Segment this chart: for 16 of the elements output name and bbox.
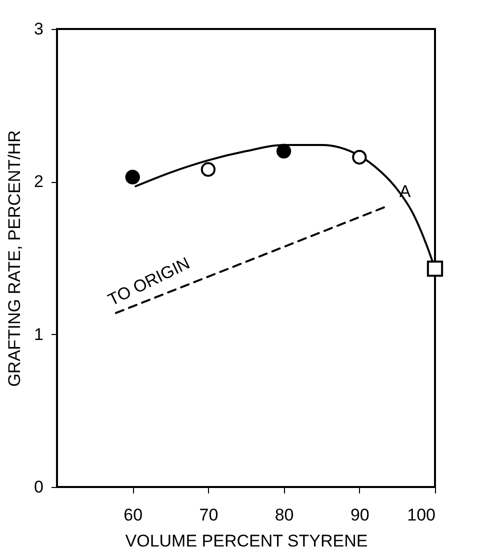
x-tick-label: 80: [274, 506, 294, 524]
y-axis-title: GRAFTING RATE, PERCENT/HR: [5, 130, 24, 387]
y-tick-label: 2: [34, 172, 44, 192]
x-axis-title: VOLUME PERCENT STYRENE: [125, 532, 368, 550]
x-tick-label: 90: [350, 506, 370, 524]
x-tick-label: 100: [407, 506, 436, 524]
point: [352, 150, 367, 165]
point: [125, 170, 140, 184]
y-tick-label: 0: [34, 478, 44, 496]
point: [426, 260, 444, 277]
point: [200, 162, 216, 177]
point: [276, 144, 292, 158]
x-tick-label: 60: [124, 506, 143, 524]
y-tick-label: 3: [34, 20, 44, 38]
x-tick-label: 70: [199, 506, 218, 524]
y-tick-label: 1: [34, 324, 44, 344]
